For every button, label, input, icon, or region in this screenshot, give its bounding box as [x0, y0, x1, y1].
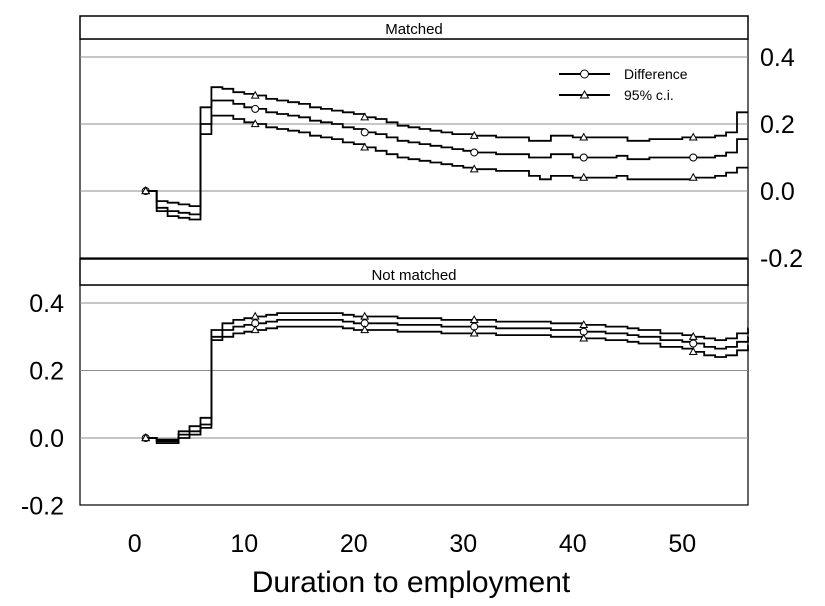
- data-point-triangle: [141, 433, 151, 442]
- data-point-triangle: [688, 172, 698, 181]
- data-point-circle: [360, 128, 369, 137]
- data-point-triangle: [688, 347, 698, 356]
- data-point-triangle: [688, 331, 698, 340]
- data-point-triangle: [688, 132, 698, 141]
- y-tick-label: 0.4: [760, 44, 795, 72]
- data-point-triangle: [250, 119, 260, 128]
- data-point-triangle: [250, 325, 260, 334]
- data-point-circle: [689, 339, 698, 348]
- data-point-triangle: [250, 90, 260, 99]
- panel-title: Matched: [385, 21, 443, 38]
- series-line-difference: [145, 319, 749, 443]
- y-tick-label: 0.0: [29, 425, 64, 453]
- data-point-triangle: [469, 328, 479, 337]
- legend-marker-circle: [580, 69, 589, 79]
- y-tick-label: -0.2: [760, 245, 803, 273]
- data-point-circle: [579, 153, 588, 162]
- series-line-ci-2: [145, 114, 749, 221]
- strip-header: [79, 15, 749, 40]
- y-tick-label: 0.4: [29, 290, 64, 318]
- panel-matched: Matched: [79, 15, 749, 259]
- x-tick-label: 10: [230, 530, 258, 558]
- data-point-triangle: [579, 320, 589, 329]
- y-tick-label: 0.0: [760, 178, 795, 206]
- x-tick-label: 40: [559, 530, 587, 558]
- panel-title: Not matched: [371, 267, 456, 284]
- data-point-triangle: [469, 315, 479, 323]
- data-point-triangle: [579, 172, 589, 181]
- data-point-triangle: [360, 142, 370, 151]
- x-tick-label: 50: [668, 530, 696, 558]
- y-tick-label: -0.2: [21, 493, 64, 521]
- legend-marker-triangle: [579, 89, 590, 99]
- y-tick-label: 0.2: [29, 358, 64, 386]
- data-point-circle: [251, 104, 260, 113]
- x-axis-label: Duration to employment: [252, 566, 571, 599]
- panel-not-matched: Not matched: [79, 258, 749, 506]
- data-point-triangle: [141, 186, 151, 195]
- data-point-circle: [470, 148, 479, 157]
- legend-label: 95% c.i.: [624, 87, 674, 103]
- series-line-difference: [145, 99, 749, 216]
- y-tick-label: 0.2: [760, 111, 795, 139]
- data-point-triangle: [579, 132, 589, 141]
- data-point-triangle: [579, 333, 589, 342]
- data-point-triangle: [360, 325, 370, 334]
- x-tick-label: 30: [449, 530, 477, 558]
- data-point-circle: [689, 153, 698, 162]
- series-line-ci-1: [145, 86, 749, 207]
- data-point-triangle: [360, 112, 370, 121]
- legend-label: Difference: [624, 66, 688, 82]
- x-tick-label: 20: [340, 530, 368, 558]
- data-point-triangle: [250, 311, 260, 320]
- strip-header: [79, 258, 749, 286]
- data-point-triangle: [469, 130, 479, 139]
- x-tick-label: 0: [128, 530, 142, 558]
- series-line-ci-2: [145, 325, 749, 444]
- data-point-triangle: [360, 311, 370, 320]
- data-point-triangle: [469, 164, 479, 173]
- series-line-ci-1: [145, 312, 749, 441]
